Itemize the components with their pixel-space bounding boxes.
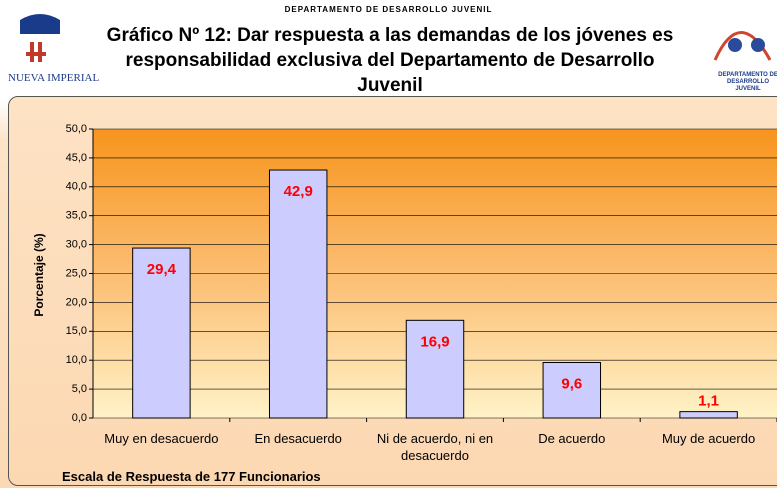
x-tick-label: Ni de acuerdo, ni en desacuerdo: [376, 431, 494, 463]
bar: [405, 319, 465, 419]
bar: [679, 411, 738, 419]
y-tick-label: 20,0: [66, 296, 87, 308]
y-axis-label: Porcentaje (%): [32, 233, 46, 316]
y-tick-label: 0,0: [72, 412, 87, 424]
logo-left: [20, 14, 60, 62]
y-tick-label: 40,0: [66, 181, 87, 193]
value-label: 1,1: [698, 393, 719, 410]
value-label: 29,4: [147, 261, 177, 278]
logo-right-text: DEPARTAMENTO DE DESARROLLO JUVENIL: [718, 72, 777, 92]
bar: [268, 169, 328, 419]
value-label: 42,9: [284, 183, 313, 200]
x-tick-label: Muy de acuerdo: [661, 431, 756, 446]
value-label: 16,9: [420, 333, 449, 350]
logo-right: [713, 31, 772, 61]
bar: [542, 362, 602, 419]
logo-left-text: NUEVA IMPERIAL: [8, 72, 100, 84]
x-tick-label: De acuerdo: [538, 431, 606, 446]
header: DEPARTAMENTO DE DESARROLLO JUVENIL: [284, 5, 493, 14]
x-axis-label: Escala de Respuesta de 177 Funcionarios: [62, 469, 321, 484]
y-tick-label: 25,0: [66, 267, 87, 279]
x-tick-label: En desacuerdo: [254, 431, 342, 446]
value-label: 9,6: [561, 375, 582, 392]
bar: [132, 247, 191, 419]
y-tick-label: 50,0: [66, 123, 87, 135]
y-tick-label: 5,0: [72, 383, 87, 395]
y-tick-label: 10,0: [66, 354, 87, 366]
y-tick-label: 35,0: [66, 210, 87, 222]
y-tick-label: 15,0: [66, 325, 87, 337]
chart-title: Gráfico Nº 12: Dar respuesta a las deman…: [106, 25, 674, 96]
y-tick-label: 30,0: [66, 239, 87, 251]
x-tick-label: Muy en desacuerdo: [104, 431, 219, 446]
y-tick-label: 45,0: [66, 152, 87, 164]
